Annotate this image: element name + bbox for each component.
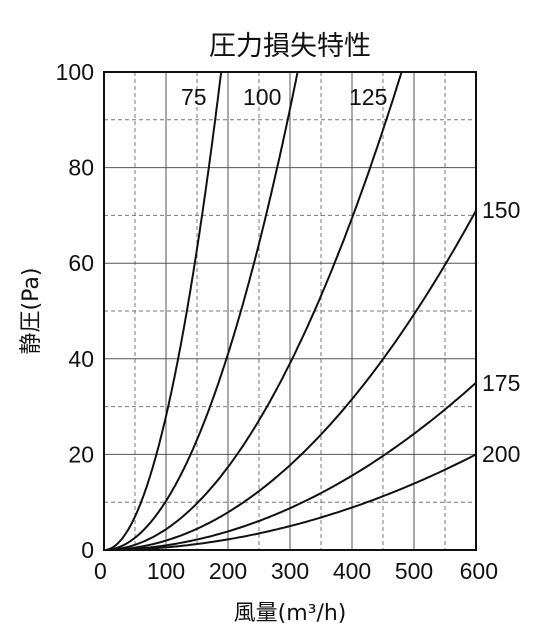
series-curve-125 bbox=[104, 72, 403, 550]
chart-title: 圧力損失特性 bbox=[209, 31, 371, 62]
series-curve-175 bbox=[104, 381, 476, 550]
series-label-75: 75 bbox=[181, 84, 207, 110]
series-label-150: 150 bbox=[482, 197, 520, 223]
x-axis-label: 風量(m³/h) bbox=[234, 601, 347, 626]
grid bbox=[104, 72, 476, 550]
x-tick-labels: 0 100 200 300 400 500 600 bbox=[94, 558, 498, 584]
y-tick-label: 60 bbox=[68, 250, 94, 276]
series-label-175: 175 bbox=[482, 370, 520, 396]
y-tick-label: 100 bbox=[56, 59, 94, 85]
x-tick-label: 400 bbox=[333, 558, 371, 584]
y-tick-label: 20 bbox=[68, 441, 94, 467]
y-tick-label: 80 bbox=[68, 155, 94, 181]
series-curves bbox=[104, 72, 476, 550]
series-curve-200 bbox=[104, 453, 476, 550]
x-tick-label: 300 bbox=[271, 558, 309, 584]
x-tick-label: 500 bbox=[395, 558, 433, 584]
x-tick-label: 100 bbox=[147, 558, 185, 584]
series-curve-150 bbox=[104, 210, 476, 550]
series-curve-75 bbox=[104, 72, 223, 550]
series-label-100: 100 bbox=[243, 84, 281, 110]
x-tick-label: 600 bbox=[460, 558, 498, 584]
x-tick-label: 0 bbox=[94, 558, 107, 584]
series-label-200: 200 bbox=[482, 441, 520, 467]
y-tick-label: 40 bbox=[68, 346, 94, 372]
series-labels: 75 100 125 150 175 200 bbox=[181, 84, 520, 467]
y-tick-labels: 0 20 40 60 80 100 bbox=[56, 59, 94, 563]
y-axis-label: 静圧(Pa) bbox=[19, 268, 44, 355]
x-tick-label: 200 bbox=[209, 558, 247, 584]
plot-frame bbox=[103, 71, 477, 551]
y-tick-label: 0 bbox=[81, 537, 94, 563]
series-label-125: 125 bbox=[349, 84, 387, 110]
series-curve-100 bbox=[104, 72, 299, 550]
